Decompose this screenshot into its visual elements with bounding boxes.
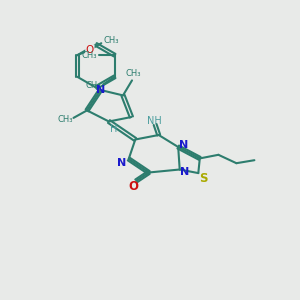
Text: CH₃: CH₃ xyxy=(86,81,101,90)
Text: CH₃: CH₃ xyxy=(103,36,119,45)
Text: CH₃: CH₃ xyxy=(126,69,141,78)
Text: H: H xyxy=(110,124,117,134)
Text: N: N xyxy=(118,158,127,168)
Text: NH: NH xyxy=(147,116,162,127)
Text: O: O xyxy=(129,180,139,193)
Text: CH₃: CH₃ xyxy=(57,115,73,124)
Text: S: S xyxy=(200,172,208,185)
Text: N: N xyxy=(179,140,188,150)
Text: CH₃: CH₃ xyxy=(82,51,97,60)
Text: O: O xyxy=(86,45,94,55)
Text: N: N xyxy=(96,85,105,95)
Text: N: N xyxy=(180,167,189,177)
